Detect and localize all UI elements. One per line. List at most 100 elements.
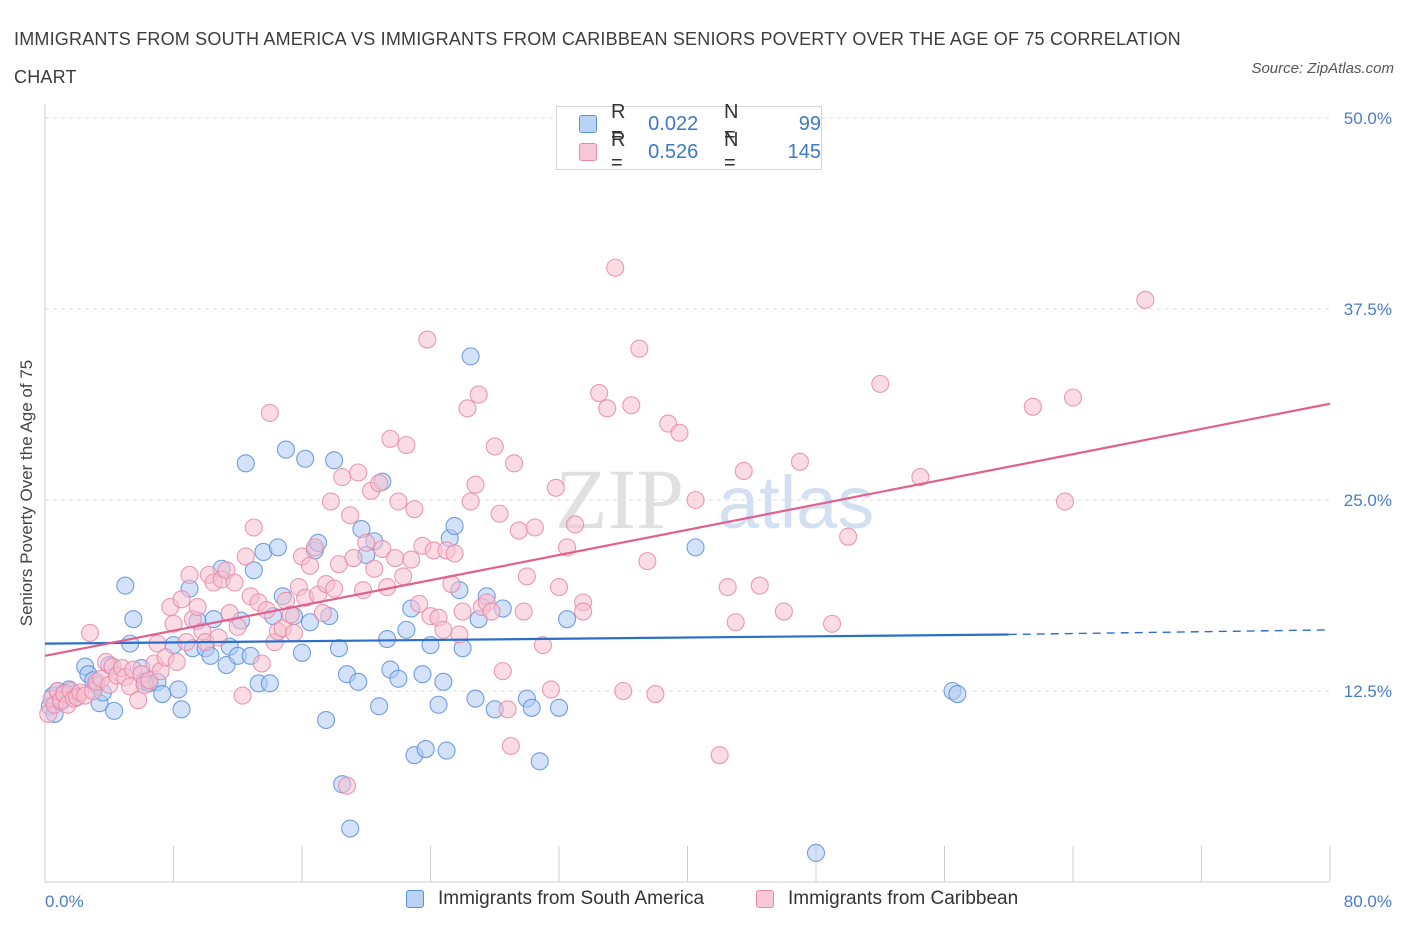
caribbean-point <box>710 746 729 765</box>
south-america-point <box>397 620 416 639</box>
legend-row-caribbean: R = 0.526 N = 145 <box>579 129 821 174</box>
caribbean-point <box>300 556 320 575</box>
caribbean-point <box>236 547 255 566</box>
south-america-point <box>296 449 315 468</box>
caribbean-point <box>394 567 413 586</box>
south-america-point <box>317 710 336 730</box>
trend-line-caribbean <box>44 402 1331 657</box>
caribbean-point <box>321 492 340 511</box>
legend-r-label: R = <box>610 101 626 146</box>
caribbean-point <box>257 600 276 620</box>
chart-title: IMMIGRANTS FROM SOUTH AMERICA VS IMMIGRA… <box>14 29 1181 87</box>
caribbean-point <box>546 478 565 497</box>
south-america-point <box>806 843 826 863</box>
caribbean-point <box>498 700 517 719</box>
caribbean-point <box>1023 397 1042 416</box>
south-america-point <box>329 639 348 658</box>
caribbean-point <box>373 539 392 558</box>
caribbean-point <box>172 590 191 609</box>
caribbean-point <box>397 435 416 455</box>
south-america-point <box>172 700 191 719</box>
south-america-point <box>466 689 485 708</box>
south-america-point <box>260 674 279 693</box>
caribbean-point <box>911 468 930 487</box>
caribbean-point <box>80 623 100 642</box>
trend-line-south-america-extension <box>1008 629 1331 636</box>
caribbean-point <box>305 538 324 557</box>
caribbean-point <box>402 550 421 569</box>
stats-legend: R = 0.022 N = 99 R = 0.526 N = 145 <box>556 101 822 174</box>
south-america-point <box>686 538 705 557</box>
caribbean-point <box>284 623 304 642</box>
south-america-point <box>416 740 435 759</box>
legend-n-label: N = <box>723 101 739 146</box>
caribbean-point <box>670 423 689 442</box>
south-america-point <box>244 561 263 580</box>
caribbean-point <box>365 559 384 578</box>
caribbean-point <box>1136 290 1155 309</box>
caribbean-point <box>410 594 429 613</box>
caribbean-point <box>622 396 641 415</box>
caribbean-point <box>333 468 352 487</box>
caribbean-point <box>418 330 437 349</box>
caribbean-point <box>1055 492 1075 511</box>
south-america-point <box>268 538 287 557</box>
south-america-point <box>549 698 569 717</box>
caribbean-point <box>233 686 252 705</box>
caribbean-point <box>490 504 509 523</box>
caribbean-point <box>370 474 389 493</box>
caribbean-point <box>167 652 186 672</box>
caribbean-point <box>501 736 520 756</box>
caribbean-point <box>209 628 228 647</box>
caribbean-point <box>871 374 890 393</box>
caribbean-point <box>823 614 842 633</box>
y-tick-label: 50.0% <box>1344 109 1392 128</box>
south-america-point <box>349 672 368 691</box>
y-axis-label: Seniors Poverty Over the Age of 75 <box>17 360 36 626</box>
y-tick-label: 12.5% <box>1344 682 1392 701</box>
caribbean-point <box>341 506 360 525</box>
caribbean-point <box>381 429 400 448</box>
caribbean-point <box>353 581 373 600</box>
south-america-point <box>276 440 295 459</box>
south-america-point <box>413 665 432 684</box>
caribbean-point <box>228 617 247 636</box>
caribbean-point <box>349 463 368 482</box>
south-america-point <box>169 680 188 699</box>
caribbean-point <box>466 475 485 494</box>
south-america-point <box>389 669 408 688</box>
caribbean-point <box>533 636 552 655</box>
caribbean-point <box>281 605 300 624</box>
legend-r-label: R = <box>610 129 626 174</box>
caribbean-point <box>434 620 453 639</box>
south-america-point <box>153 685 172 704</box>
caribbean-point <box>734 461 753 481</box>
caribbean-point <box>549 578 569 597</box>
south-america-point <box>437 741 456 760</box>
axes <box>44 104 1331 883</box>
chart-source: Source: ZipAtlas.com <box>1251 60 1394 77</box>
caribbean-point <box>839 527 858 546</box>
south-america-point <box>557 610 577 629</box>
trend-line-south-america <box>44 633 1009 645</box>
caribbean-point <box>244 518 263 537</box>
y-tick-label: 37.5% <box>1344 300 1392 319</box>
caribbean-point <box>386 549 405 568</box>
south-america-point <box>236 454 255 473</box>
caribbean-point <box>260 403 279 422</box>
caribbean-point <box>344 549 363 568</box>
legend-r-value: 0.022 <box>648 112 699 135</box>
south-america-point <box>522 698 541 717</box>
caribbean-point <box>485 437 504 456</box>
legend-r-value: 0.526 <box>648 140 699 163</box>
caribbean-point <box>686 490 705 510</box>
caribbean-point <box>453 602 472 621</box>
bottom-legend-swatch-pink <box>756 890 774 908</box>
south-america-point <box>105 701 124 720</box>
legend-swatch-blue <box>579 115 597 133</box>
south-america-point <box>116 576 135 595</box>
south-america-point <box>124 610 143 629</box>
south-america-point <box>429 695 448 714</box>
caribbean-point <box>790 452 809 471</box>
caribbean-point <box>614 681 633 701</box>
